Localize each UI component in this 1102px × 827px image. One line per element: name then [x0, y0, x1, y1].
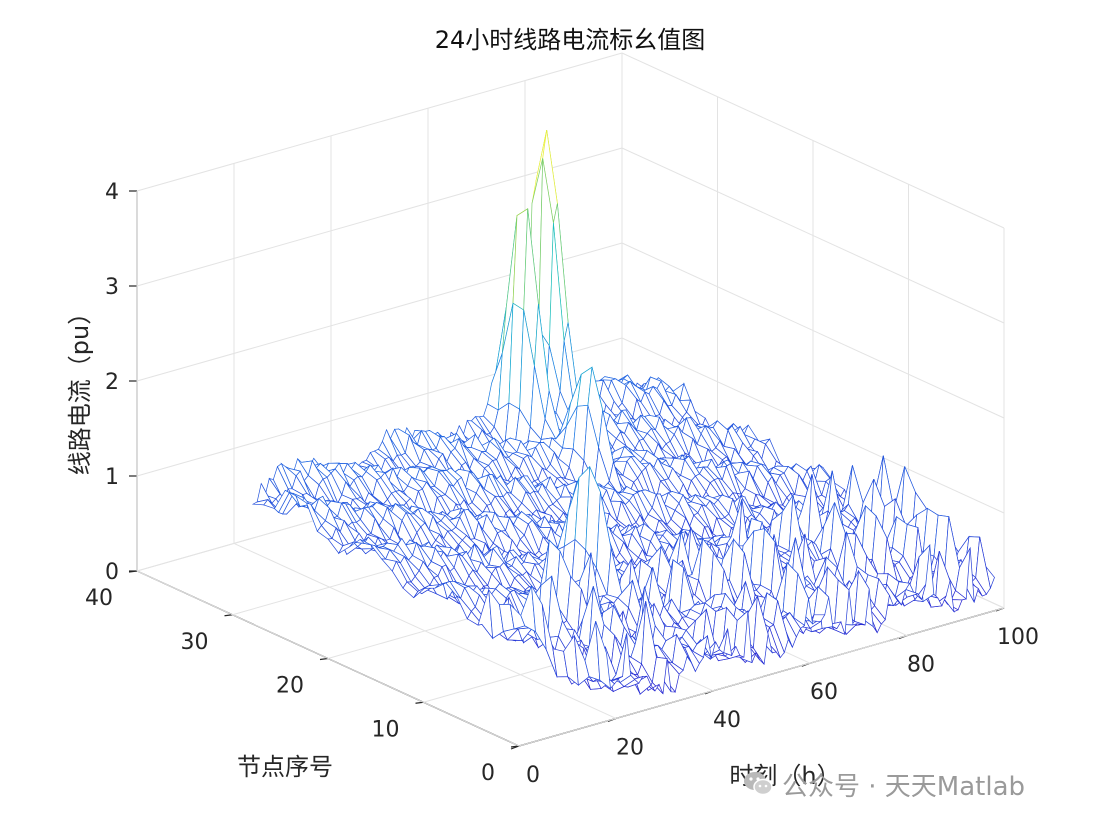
- y-tick-label: 30: [181, 630, 209, 655]
- surface-cell: [595, 620, 611, 690]
- x-tick-label: 100: [997, 625, 1039, 650]
- y-tick-mark: [415, 701, 424, 704]
- z-tick-label: 0: [105, 560, 119, 585]
- y-tick-mark: [319, 657, 329, 661]
- z-axis-label: 线路电流（pu）: [66, 301, 94, 475]
- z-tick-label: 2: [105, 370, 119, 395]
- x-tick-label: 60: [810, 680, 838, 705]
- x-tick-label: 20: [616, 735, 644, 760]
- x-tick-label: 80: [907, 653, 935, 678]
- z-tick-label: 1: [105, 465, 119, 490]
- z-tick-label: 4: [105, 180, 119, 205]
- y-tick-mark: [510, 745, 520, 748]
- y-tick-label: 0: [481, 761, 495, 786]
- x-tick-label: 40: [713, 708, 741, 733]
- grid-line: [136, 52, 623, 192]
- z-tick-label: 3: [105, 275, 119, 300]
- grid-line: [621, 147, 1005, 324]
- wechat-icon: [742, 768, 774, 800]
- grid-line: [621, 52, 1005, 229]
- y-axis-label: 节点序号: [237, 753, 333, 781]
- watermark: 公众号 · 天天Matlab: [742, 766, 1025, 802]
- grid-line: [621, 337, 1005, 514]
- watermark-text: 公众号 · 天天Matlab: [782, 771, 1026, 802]
- y-tick-label: 20: [276, 674, 304, 699]
- surface-mesh: [251, 130, 995, 696]
- y-tick-label: 40: [85, 586, 113, 611]
- y-tick-mark: [224, 614, 233, 617]
- y-tick-label: 10: [372, 717, 400, 742]
- x-tick-label: 0: [526, 763, 540, 788]
- grid-line: [621, 242, 1005, 419]
- grid-line: [518, 607, 1005, 747]
- chart-title: 24小时线路电流标幺值图: [435, 26, 706, 54]
